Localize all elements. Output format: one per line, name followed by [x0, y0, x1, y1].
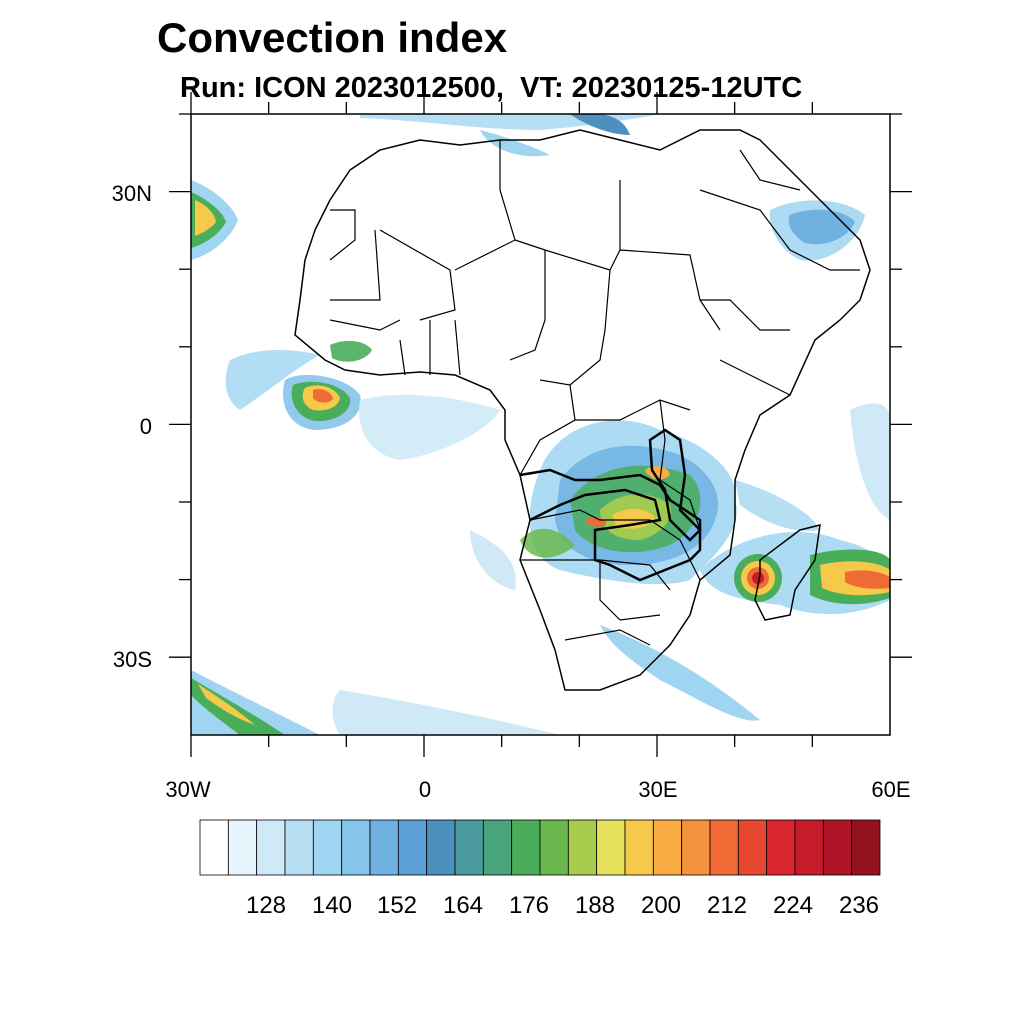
colorbar-swatch: [596, 819, 626, 876]
y-tick-label: 30S: [113, 647, 152, 672]
x-tick-label: 30E: [638, 777, 677, 802]
colorbar-label: 212: [707, 892, 747, 919]
colorbar-swatch: [681, 819, 711, 876]
colorbar-swatch: [737, 819, 768, 876]
colorbar-label: 224: [773, 892, 813, 919]
bold-region-outline: [519, 428, 702, 582]
colorbar-label: 140: [312, 892, 352, 919]
chart-title: Convection index: [157, 14, 508, 61]
x-tick-label: 0: [419, 777, 431, 802]
colorbar-swatch: [341, 819, 371, 876]
colorbar-swatch: [567, 819, 598, 876]
colorbar-swatch: [227, 819, 258, 876]
colorbar-swatch: [539, 819, 569, 876]
colorbar-swatch: [624, 819, 654, 876]
y-tick-label: 0: [140, 414, 152, 439]
colorbar-swatch: [652, 819, 683, 876]
axis-ticks: [169, 92, 912, 757]
country-borders: [329, 140, 860, 646]
colorbar-swatch: [822, 819, 853, 876]
colorbar-label: 152: [377, 892, 417, 919]
colorbar-swatch: [426, 819, 456, 876]
colorbar-label: 176: [509, 892, 549, 919]
colorbar-label: 236: [839, 892, 879, 919]
colorbar-swatch: [794, 819, 824, 876]
colorbar-label: 188: [575, 892, 615, 919]
colorbar-swatch: [766, 819, 796, 876]
colorbar-swatch: [851, 819, 881, 876]
colorbar-swatch: [397, 819, 428, 876]
colorbar-swatch: [369, 819, 399, 876]
colorbar-swatch: [256, 819, 286, 876]
convection-field: [191, 114, 890, 735]
colorbar-label: 128: [246, 892, 286, 919]
chart-subtitle: Run: ICON 2023012500, VT: 20230125-12UTC: [180, 72, 803, 104]
y-tick-label: 30N: [112, 181, 152, 206]
x-tick-label: 60E: [871, 777, 910, 802]
colorbar-swatch: [312, 819, 343, 876]
colorbar-swatch: [199, 819, 229, 876]
colorbar-label: 164: [443, 892, 483, 919]
colorbar: [199, 819, 881, 876]
colorbar-swatch: [284, 819, 314, 876]
colorbar-swatch: [482, 819, 513, 876]
colorbar-swatch: [454, 819, 484, 876]
colorbar-swatch: [709, 819, 739, 876]
colorbar-swatch: [511, 819, 541, 876]
colorbar-label: 200: [641, 892, 681, 919]
x-tick-label: 30W: [165, 777, 210, 802]
coastlines: [294, 129, 871, 691]
